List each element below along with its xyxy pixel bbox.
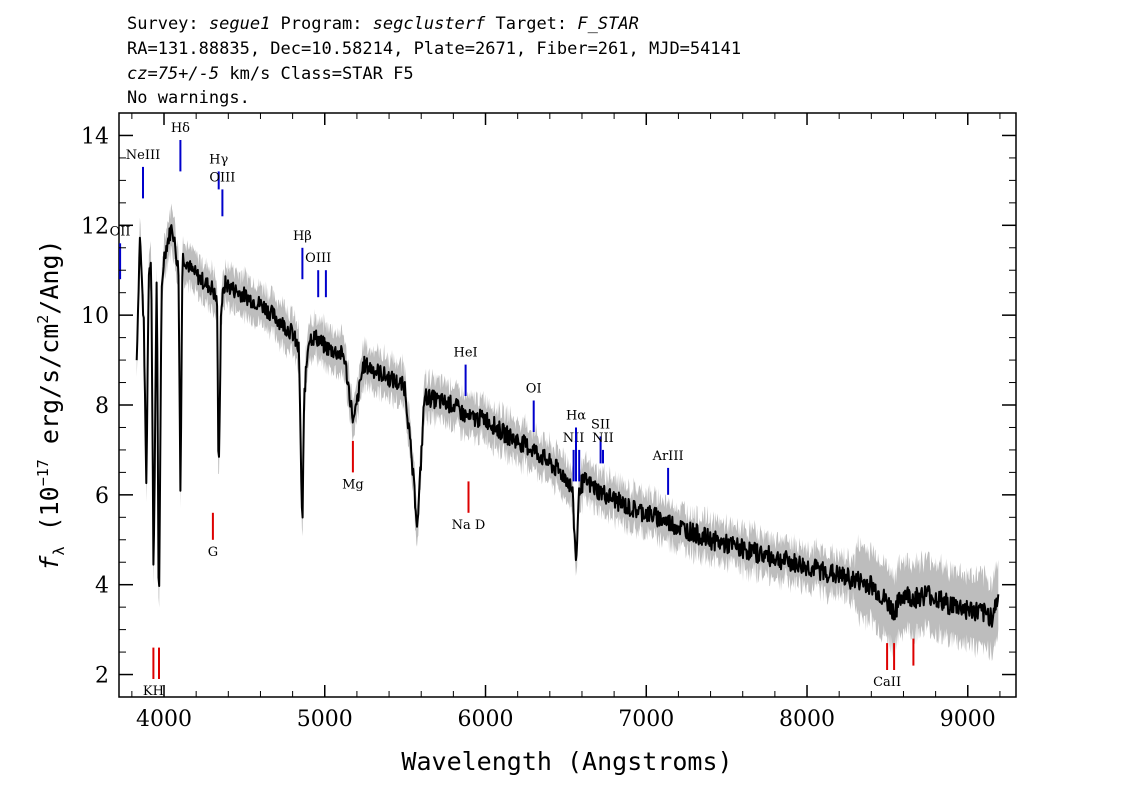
x-tick-label: 7000	[618, 707, 674, 732]
emission-line-label: OIII	[305, 251, 331, 266]
absorption-line-label: CaII	[873, 675, 901, 690]
target-value: F_STAR	[577, 14, 638, 34]
y-axis-exponent-2: 2	[34, 315, 52, 324]
absorption-line-label: KH	[143, 684, 164, 699]
x-tick-label: 4000	[136, 707, 192, 732]
y-axis-units-c: /Ang)	[35, 239, 64, 314]
absorption-line-label: Mg	[342, 477, 364, 492]
emission-line-label: HeI	[454, 346, 478, 361]
emission-line-label: OIII	[209, 170, 235, 185]
header-line-3: cz=75+/-5 km/s Class=STAR F5	[127, 64, 414, 84]
y-axis-label: fλ (10−17 erg/s/cm2/Ang)	[34, 239, 68, 570]
emission-line-label: NII	[592, 431, 614, 446]
class-value: km/s Class=STAR F5	[219, 64, 413, 84]
absorption-line-label: G	[208, 545, 218, 560]
emission-line-label: ArIII	[652, 449, 684, 464]
y-tick-label: 12	[81, 214, 109, 239]
y-tick-label: 6	[95, 484, 109, 509]
y-axis-exponent: −17	[34, 459, 52, 486]
x-axis-label: Wavelength (Angstroms)	[401, 747, 732, 776]
target-label: Target:	[485, 14, 577, 34]
y-tick-label: 10	[81, 304, 109, 329]
program-label: Program:	[270, 14, 372, 34]
y-tick-label: 4	[95, 574, 109, 599]
emission-line-label: SII	[591, 417, 610, 432]
header-line-4: No warnings.	[127, 88, 250, 108]
y-axis-symbol: f	[35, 555, 64, 571]
y-axis-units-b: erg/s/cm	[35, 324, 64, 459]
y-tick-label: 8	[95, 394, 109, 419]
y-tick-label: 2	[95, 664, 109, 689]
emission-line-label: OI	[526, 382, 542, 397]
emission-line-label: NII	[563, 431, 585, 446]
flux-line	[135, 224, 1000, 628]
emission-line-label: Hβ	[293, 229, 312, 244]
emission-line-label: Hδ	[171, 121, 190, 136]
y-axis-subscript: λ	[50, 546, 68, 555]
noise-band	[136, 203, 999, 662]
header-line-2: RA=131.88835, Dec=10.58214, Plate=2671, …	[127, 39, 741, 59]
x-tick-label: 8000	[779, 707, 835, 732]
survey-value: segue1	[209, 14, 270, 34]
emission-line-label: Hγ	[209, 152, 228, 167]
program-value: segclusterf	[373, 14, 486, 34]
emission-line-label: Hα	[566, 409, 586, 424]
emission-line-label: OII	[110, 224, 131, 239]
x-tick-label: 6000	[458, 707, 514, 732]
x-tick-label: 5000	[297, 707, 353, 732]
survey-label: Survey:	[127, 14, 209, 34]
y-tick-label: 14	[81, 124, 109, 149]
spectral-lines-layer: OIINeIIIHδHγOIIIHβOIIIHeIOINIIHαSIINIIAr…	[110, 121, 915, 699]
y-axis-units-a: (10	[35, 486, 64, 546]
noise-layer	[136, 203, 999, 662]
ticks-layer: 4000 5000 6000 7000 8000 9000 2 4 6 8 10 12 14	[81, 112, 1016, 732]
absorption-line-label: Na D	[452, 518, 486, 533]
emission-line-label: NeIII	[126, 148, 160, 163]
flux-layer	[135, 224, 1000, 628]
header-line-1: Survey: segue1 Program: segclusterf Targ…	[127, 14, 639, 34]
redshift-value: cz=75+/-5	[127, 64, 219, 84]
x-tick-label: 9000	[940, 707, 996, 732]
